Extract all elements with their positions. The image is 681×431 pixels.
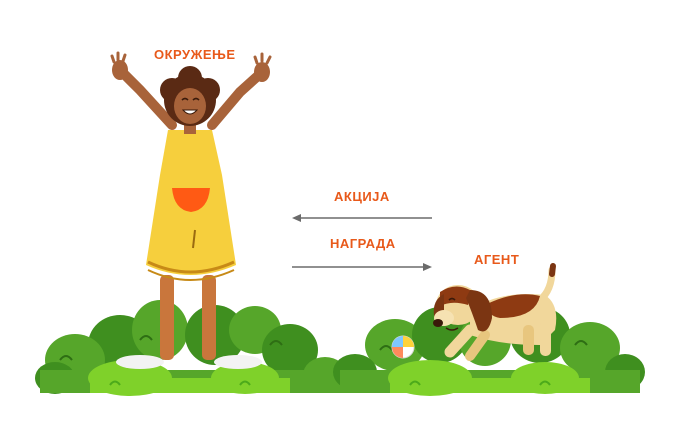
dog-agent-icon (433, 263, 557, 361)
environment-label: ОКРУЖЕЊЕ (154, 47, 236, 62)
reward-arrow (292, 263, 432, 271)
beach-ball-icon (391, 335, 415, 359)
left-bushes (35, 300, 347, 396)
action-label: АКЦИЈА (334, 189, 390, 204)
reward-label: НАГРАДА (330, 236, 396, 251)
action-arrow (292, 214, 432, 222)
girl-environment-icon (110, 51, 272, 369)
agent-label: АГЕНТ (474, 252, 520, 267)
